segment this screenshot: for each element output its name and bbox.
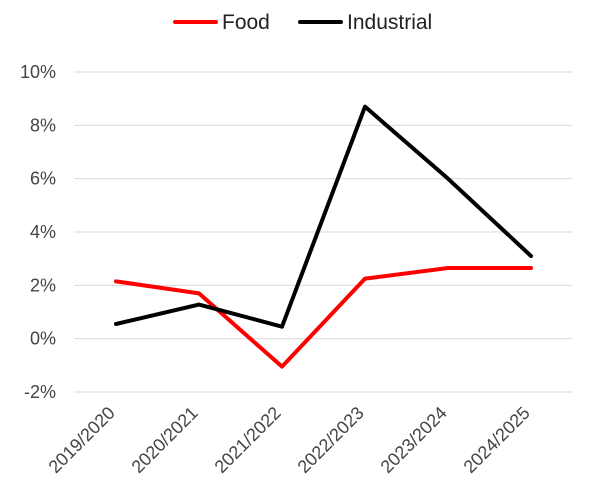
industrial-series-line [114,104,533,329]
y-tick-label: 2% [30,275,56,295]
legend: Food Industrial [173,11,432,34]
y-tick-label: -2% [24,382,56,402]
food-series-line [114,266,533,369]
y-tick-label: 4% [30,222,56,242]
grid-layer [74,71,572,393]
x-tick-label: 2023/2024 [377,403,451,477]
series-layer [114,104,533,369]
legend-industrial-label: Industrial [347,11,432,34]
y-tick-label: 10% [20,62,56,82]
x-tick-label: 2022/2023 [294,403,368,477]
x-tick-label: 2024/2025 [460,403,534,477]
legend-food-label: Food [222,11,270,34]
y-tick-label: 6% [30,169,56,189]
x-tick-label: 2020/2021 [128,403,202,477]
y-tick-label: 8% [30,115,56,135]
x-tick-label: 2021/2022 [211,403,285,477]
x-tick-label: 2019/2020 [45,403,119,477]
y-tick-label: 0% [30,329,56,349]
